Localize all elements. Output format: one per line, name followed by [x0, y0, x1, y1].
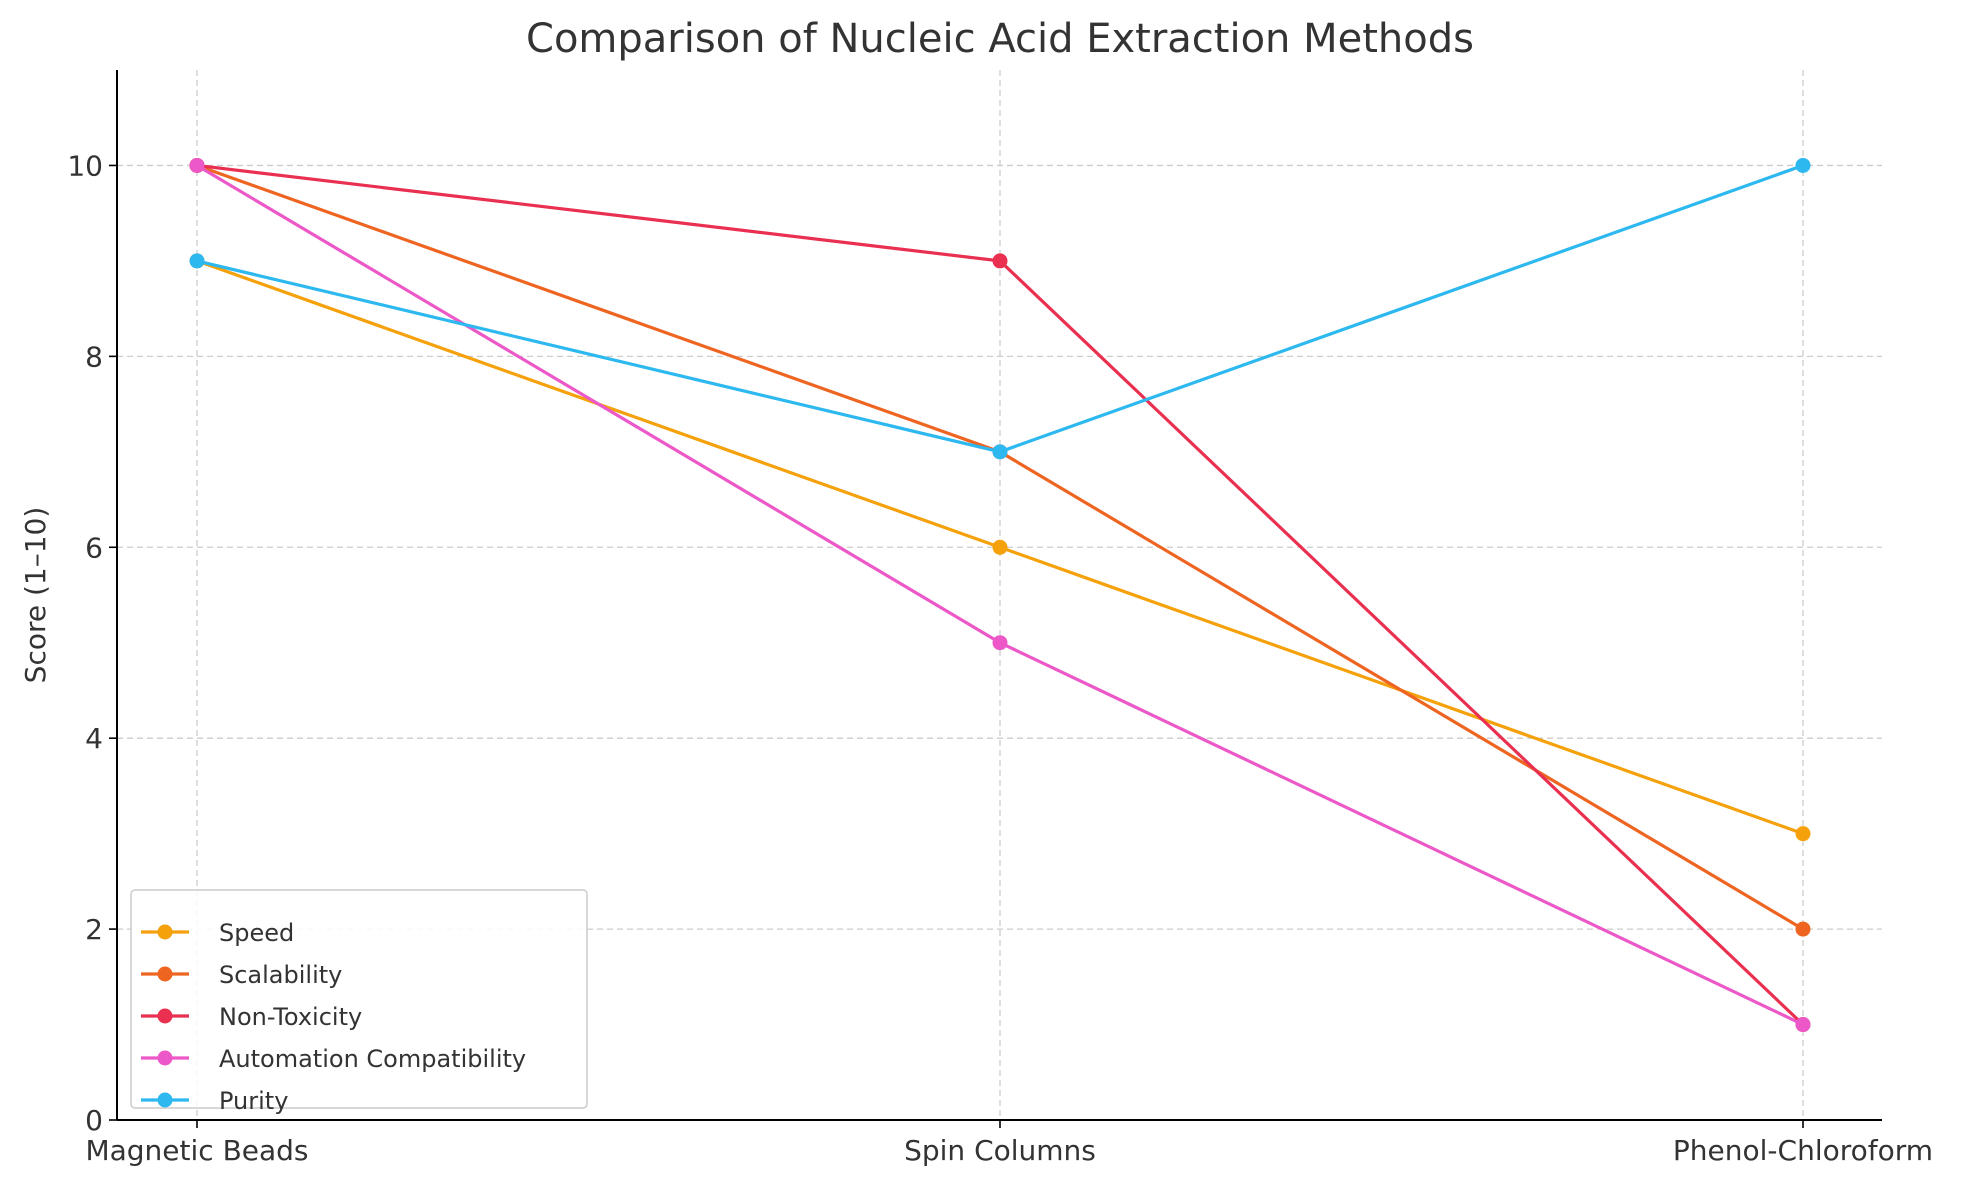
x-tick-label: Magnetic Beads	[85, 1134, 308, 1167]
x-tick-label: Phenol-Chloroform	[1673, 1134, 1933, 1167]
y-tick-label: 0	[85, 1104, 103, 1137]
y-tick-label: 10	[67, 149, 103, 182]
legend-item: Automation Compatibility	[141, 1045, 526, 1073]
series-layer	[189, 157, 1811, 1033]
legend-item: Non-Toxicity	[141, 1003, 362, 1031]
data-point	[189, 253, 205, 269]
y-tick-label: 2	[85, 913, 103, 946]
data-point	[1795, 826, 1811, 842]
data-point	[1795, 921, 1811, 937]
data-point	[189, 157, 205, 173]
x-tick-label: Spin Columns	[904, 1134, 1096, 1167]
legend: Speed Scalability Non-Toxicity Automation C…	[130, 889, 588, 1115]
data-point	[992, 253, 1008, 269]
chart-title: Comparison of Nucleic Acid Extraction Me…	[526, 16, 1474, 62]
legend-item: Purity	[141, 1087, 288, 1115]
legend-marker	[157, 924, 173, 940]
data-point	[1795, 1017, 1811, 1033]
legend-marker	[157, 966, 173, 982]
legend-item: Scalability	[141, 961, 342, 989]
legend-box	[130, 889, 588, 1109]
legend-item: Speed	[141, 919, 294, 947]
legend-marker	[157, 1092, 173, 1108]
legend-label: Non-Toxicity	[219, 1003, 362, 1031]
legend-marker	[157, 1050, 173, 1066]
data-point	[992, 444, 1008, 460]
data-point	[992, 635, 1008, 651]
y-axis-label: Score (1–10)	[19, 507, 52, 684]
y-tick-label: 8	[85, 340, 103, 373]
axes-layer: 0 2 4 6 8 10 Magnetic Beads Spin Columns Phenol-…	[19, 70, 1933, 1167]
data-point	[1795, 157, 1811, 173]
legend-label: Purity	[219, 1087, 288, 1115]
legend-label: Speed	[219, 919, 294, 947]
legend-marker	[157, 1008, 173, 1024]
data-point	[992, 539, 1008, 555]
series-purity	[189, 157, 1811, 460]
legend-label: Scalability	[219, 961, 342, 989]
y-tick-label: 6	[85, 531, 103, 564]
y-tick-label: 4	[85, 722, 103, 755]
legend-label: Automation Compatibility	[219, 1045, 526, 1073]
